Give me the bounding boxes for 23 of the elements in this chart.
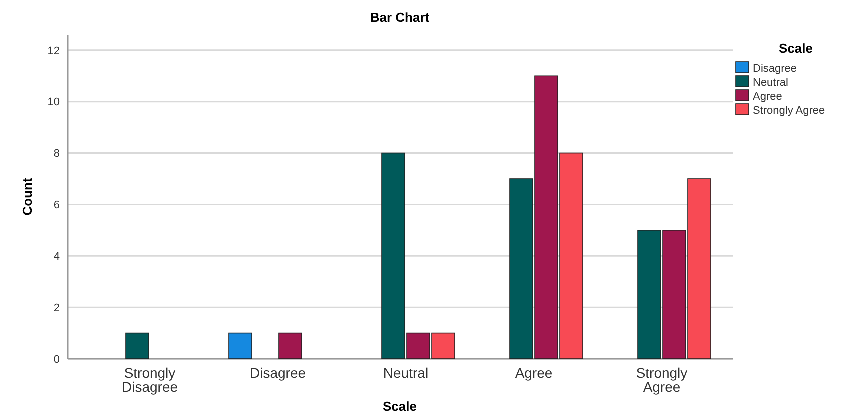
bar [228,332,252,360]
y-tick-label: 12 [48,45,60,58]
y-axis-title: Count [20,178,35,216]
legend-label: Agree [753,90,782,103]
y-tick-label: 0 [54,354,60,366]
y-tick-label: 8 [54,148,60,160]
x-tick-label: Strongly Disagree [122,365,178,395]
chart-title: Bar Chart [370,10,430,25]
bar [126,332,150,360]
x-tick-label: Disagree [250,365,306,381]
legend-label: Disagree [753,62,798,75]
legend-label: Strongly Agree [753,104,826,117]
y-tick-label: 2 [54,302,60,314]
y-tick-label: 4 [54,250,60,263]
x-tick-label: Strongly Agree [636,365,688,395]
x-tick-label: Agree [515,365,553,381]
y-tick-label: 6 [54,200,60,212]
bar [278,332,302,360]
y-tick-label: 10 [48,96,60,109]
legend-label: Neutral [753,76,788,89]
x-axis-title: Scale [383,399,417,414]
legend-title: Scale [779,41,813,56]
x-tick-label: Neutral [383,365,429,381]
